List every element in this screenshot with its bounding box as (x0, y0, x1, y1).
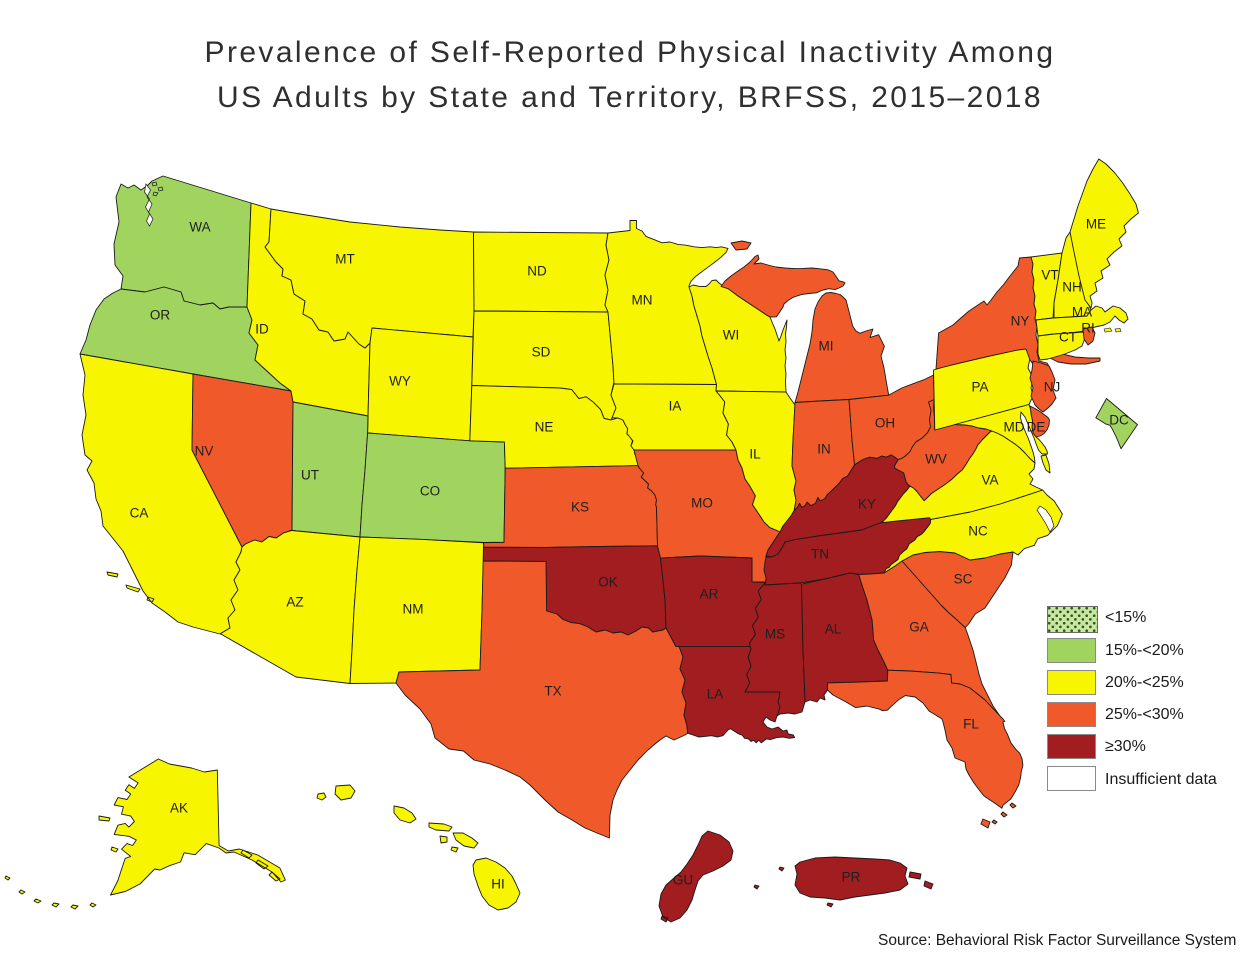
svg-text:IL: IL (749, 447, 761, 462)
svg-text:AZ: AZ (286, 595, 303, 610)
svg-text:MO: MO (691, 496, 713, 511)
svg-text:WV: WV (925, 452, 947, 467)
svg-text:NE: NE (535, 420, 554, 435)
svg-text:DE: DE (1027, 420, 1046, 435)
svg-text:VA: VA (981, 473, 998, 488)
svg-text:OK: OK (598, 575, 618, 590)
svg-text:NJ: NJ (1044, 380, 1061, 395)
svg-text:HI: HI (491, 877, 505, 892)
svg-text:WY: WY (389, 374, 411, 389)
svg-text:NH: NH (1062, 280, 1082, 295)
svg-text:ME: ME (1086, 217, 1106, 232)
svg-text:CO: CO (420, 484, 440, 499)
svg-text:GA: GA (909, 620, 929, 635)
svg-text:OH: OH (875, 416, 895, 431)
svg-text:KY: KY (858, 497, 876, 512)
svg-text:KS: KS (571, 500, 589, 515)
svg-text:MN: MN (632, 293, 653, 308)
svg-text:TX: TX (544, 684, 561, 699)
svg-text:MD: MD (1004, 420, 1025, 435)
svg-text:SC: SC (954, 572, 973, 587)
svg-text:PR: PR (842, 870, 861, 885)
svg-text:ND: ND (527, 264, 547, 279)
svg-text:NM: NM (403, 602, 424, 617)
svg-text:OR: OR (150, 308, 171, 323)
svg-text:SD: SD (532, 345, 551, 360)
svg-text:UT: UT (301, 468, 319, 483)
svg-text:WI: WI (723, 328, 740, 343)
svg-text:GU: GU (673, 873, 693, 888)
svg-text:RI: RI (1081, 321, 1095, 336)
svg-text:NC: NC (968, 524, 988, 539)
svg-text:AR: AR (700, 587, 719, 602)
svg-text:MA: MA (1072, 305, 1092, 320)
svg-text:MI: MI (819, 339, 834, 354)
svg-text:TN: TN (811, 547, 829, 562)
svg-text:MT: MT (335, 252, 355, 267)
svg-text:PA: PA (971, 380, 988, 395)
svg-text:IA: IA (669, 399, 682, 414)
svg-text:NV: NV (195, 444, 214, 459)
svg-text:DC: DC (1109, 413, 1129, 428)
svg-text:CT: CT (1059, 330, 1077, 345)
svg-text:ID: ID (255, 322, 269, 337)
svg-text:WA: WA (189, 220, 210, 235)
svg-text:MS: MS (765, 627, 785, 642)
svg-text:IN: IN (817, 442, 831, 457)
svg-text:AK: AK (170, 801, 188, 816)
svg-text:LA: LA (707, 687, 724, 702)
svg-text:NY: NY (1011, 314, 1030, 329)
svg-text:AL: AL (825, 622, 842, 637)
svg-text:CA: CA (130, 506, 149, 521)
svg-text:VT: VT (1041, 268, 1058, 283)
svg-text:FL: FL (963, 717, 979, 732)
